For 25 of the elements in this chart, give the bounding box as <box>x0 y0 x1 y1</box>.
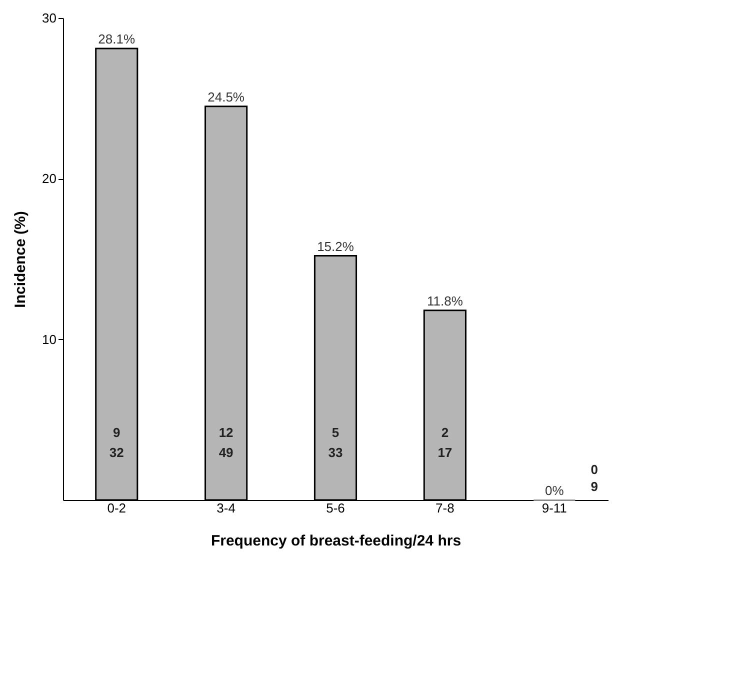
data-label: 11.8% <box>426 293 464 308</box>
x-tick-label: 3-4 <box>216 500 236 516</box>
annotation: 49 <box>218 445 234 460</box>
annotation: 2 <box>441 425 449 440</box>
annotation: 12 <box>218 425 234 440</box>
data-label: 0% <box>544 483 564 498</box>
annotation: 33 <box>328 445 343 460</box>
y-tick-label: 20 <box>42 171 56 186</box>
data-label: 15.2% <box>317 238 354 254</box>
x-tick-label: 9-11 <box>542 500 567 516</box>
data-label: 24.5% <box>208 89 245 104</box>
annotation: 5 <box>332 425 340 440</box>
annotation: 9 <box>590 479 598 494</box>
x-axis-title: Frequency of breast-feeding/24 hrs <box>210 532 462 550</box>
annotation: 32 <box>109 445 124 460</box>
x-tick-label: 5-6 <box>326 500 345 516</box>
x-tick-label: 7-8 <box>436 500 454 516</box>
y-tick-label: 30 <box>42 10 56 26</box>
data-label: 28.1% <box>98 32 136 47</box>
annotation: 9 <box>113 425 120 440</box>
annotation: 0 <box>590 462 598 477</box>
y-axis-title: Incidence (%) <box>12 211 30 308</box>
annotation: 17 <box>438 445 452 460</box>
y-tick-label: 10 <box>42 332 56 347</box>
x-tick-label: 0-2 <box>107 500 126 516</box>
